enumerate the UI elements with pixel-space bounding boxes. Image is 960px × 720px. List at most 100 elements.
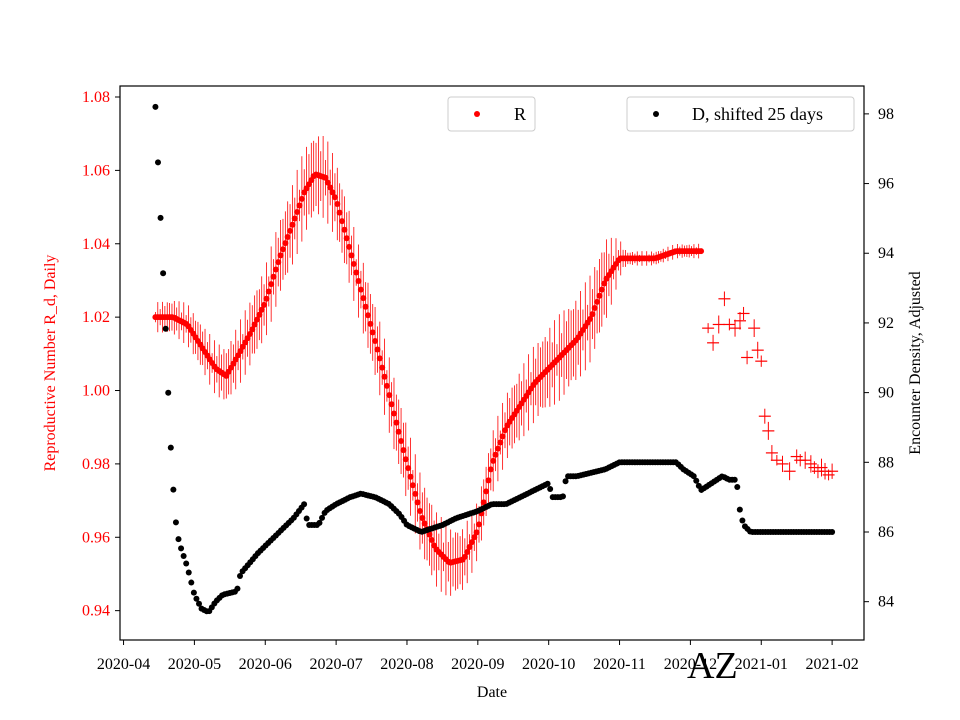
r-point [275,259,282,266]
x-tick-label: 2020-09 [451,656,504,673]
r-point [388,401,395,408]
r-point [348,252,355,259]
r-point [591,304,598,311]
x-axis-title: Date [477,684,507,701]
x-tick-label: 2020-11 [593,656,646,673]
r-point [367,320,374,327]
r-point [362,303,369,310]
r-point [341,226,348,233]
d-point [175,536,182,543]
r-point [409,482,416,489]
r-point [379,364,386,371]
legend-d-box [626,96,855,132]
r-point [390,410,397,417]
x-tick-label: 2020-07 [309,656,362,673]
r-point [483,488,490,495]
left-axis-title: Reproductive Number R_d, Daily [42,255,59,472]
d-point [736,506,743,513]
r-point [473,529,480,536]
d-point [188,579,195,586]
d-point [165,389,172,396]
d-point [162,325,169,332]
d-point [234,585,241,592]
d-point [180,552,187,559]
d-point [183,560,190,567]
r-point [466,544,473,551]
right-tick-label: 84 [878,594,894,611]
r-point [327,184,334,191]
left-tick-label: 0.94 [82,603,110,620]
d-point [185,569,192,576]
r-point [324,179,331,186]
right-tick-label: 94 [878,245,894,262]
r-point [270,273,277,280]
r-point [357,286,364,293]
r-point [501,427,508,434]
r-point [282,240,289,247]
r-point [698,248,705,255]
r-point [393,419,400,426]
d-point [178,545,185,552]
x-tick-label: 2020-05 [168,656,221,673]
r-point [412,490,419,497]
r-point [355,278,362,285]
r-point [421,520,428,527]
r-point [372,337,379,344]
r-point [294,208,301,215]
x-tick-label: 2020-10 [522,656,575,673]
left-tick-label: 0.96 [82,529,110,546]
right-axis-title: Encounter Density, Adjusted [907,271,924,454]
r-point [589,311,596,318]
d-point [190,589,197,596]
r-point [480,499,487,506]
r-point [350,260,357,267]
r-point [277,252,284,259]
x-tick-label: 2020-04 [97,656,150,673]
x-tick-label: 2020-12 [664,656,717,673]
r-point [499,433,506,440]
r-point [594,298,601,305]
x-tick-label: 2020-06 [239,656,292,673]
r-point [374,346,381,353]
r-point [598,286,605,293]
left-tick-label: 0.98 [82,456,110,473]
r-point [395,428,402,435]
r-point [322,174,329,181]
right-tick-label: 92 [878,315,894,332]
d-point [154,159,161,166]
r-point [416,507,423,514]
r-point [497,439,504,446]
d-point [167,444,174,451]
r-point [296,202,303,209]
r-point [365,312,371,319]
legend-r-box [447,96,536,132]
d-point [152,103,159,110]
r-point [587,315,594,322]
r-point [601,280,608,287]
r-point [428,537,435,544]
d-point [193,595,200,602]
x-tick-label: 2021-02 [805,656,858,673]
r-point [414,499,421,506]
r-point [381,373,388,380]
r-point [407,473,414,480]
r-point [494,445,501,452]
left-tick-label: 1.06 [82,162,110,179]
r-point [265,288,272,295]
r-point [402,456,409,463]
series-layer [152,103,839,615]
d-point [316,519,323,526]
left-tick-label: 1.04 [82,236,110,253]
left-tick-label: 1.08 [82,89,110,106]
r-point [419,515,426,522]
d-point [693,477,700,484]
d-point [319,514,326,521]
r-point [256,311,263,318]
r-point [353,269,360,276]
r-point [376,355,383,362]
d-point [829,528,836,535]
r-point [471,534,478,541]
r-point [383,382,390,389]
d-point [734,483,741,490]
legend-r-marker [474,111,480,117]
